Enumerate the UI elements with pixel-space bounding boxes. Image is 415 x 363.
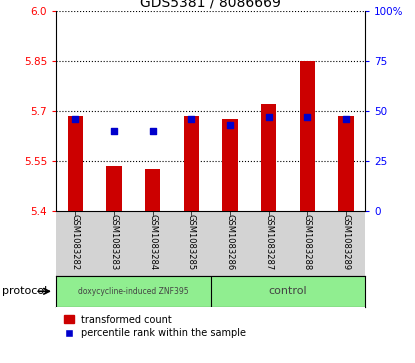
- Point: [149, 128, 156, 134]
- Bar: [222, 119, 238, 211]
- Point: [111, 128, 117, 134]
- Text: GSM1083282: GSM1083282: [71, 214, 80, 270]
- Text: GSM1083284: GSM1083284: [148, 214, 157, 270]
- Bar: [300, 61, 315, 211]
- Text: protocol: protocol: [2, 286, 47, 296]
- Point: [188, 116, 195, 122]
- Text: doxycycline-induced ZNF395: doxycycline-induced ZNF395: [78, 287, 189, 296]
- Bar: [106, 166, 122, 211]
- Text: control: control: [269, 286, 307, 296]
- Bar: [261, 104, 276, 211]
- Bar: [68, 116, 83, 211]
- Bar: [183, 116, 199, 211]
- Title: GDS5381 / 8086669: GDS5381 / 8086669: [140, 0, 281, 10]
- Text: GSM1083289: GSM1083289: [342, 214, 350, 270]
- Point: [265, 114, 272, 119]
- Bar: [145, 169, 160, 211]
- Point: [342, 116, 349, 122]
- Text: GSM1083283: GSM1083283: [110, 214, 119, 270]
- Text: GSM1083286: GSM1083286: [225, 214, 234, 270]
- Point: [227, 122, 233, 127]
- Point: [304, 114, 310, 119]
- Legend: transformed count, percentile rank within the sample: transformed count, percentile rank withi…: [61, 311, 249, 341]
- Text: GSM1083288: GSM1083288: [303, 214, 312, 270]
- Bar: [338, 116, 354, 211]
- Point: [72, 116, 79, 122]
- Text: GSM1083285: GSM1083285: [187, 214, 196, 270]
- Text: GSM1083287: GSM1083287: [264, 214, 273, 270]
